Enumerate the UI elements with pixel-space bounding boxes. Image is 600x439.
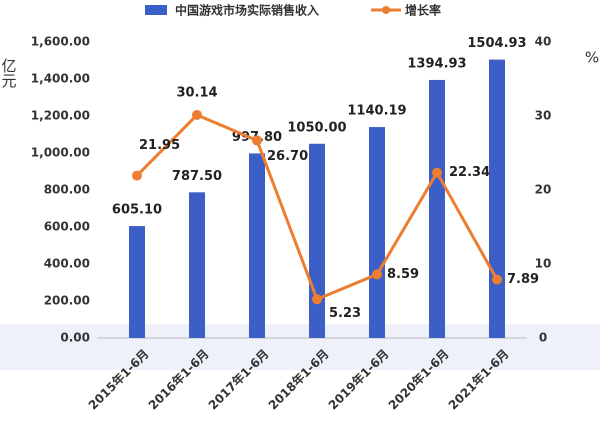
y-axis-label: 亿元	[0, 58, 18, 89]
line-point	[372, 269, 382, 280]
bar-value-label: 605.10	[112, 203, 162, 218]
y2-tick-label: 20	[535, 183, 552, 197]
bar	[129, 226, 145, 338]
legend-label: 增长率	[405, 3, 441, 18]
y-tick-label: 800.00	[44, 183, 90, 197]
bar	[369, 127, 385, 338]
legend-swatch	[382, 6, 390, 14]
y-tick-label: 1,000.00	[31, 146, 90, 160]
line-value-label: 30.14	[176, 85, 217, 100]
y2-tick-label: 0	[539, 331, 547, 345]
line-point	[312, 294, 322, 305]
y-tick-label: 400.00	[44, 257, 90, 271]
y2-tick-label: 10	[535, 257, 552, 271]
bar	[309, 143, 325, 338]
legend-label: 中国游戏市场实际销售收入	[175, 3, 319, 18]
bar	[249, 153, 265, 338]
y-tick-label: 1,600.00	[31, 35, 90, 49]
line-value-label: 26.70	[267, 149, 308, 164]
bar-value-label: 1504.93	[467, 36, 526, 51]
y2-tick-label: 40	[535, 35, 552, 49]
y-tick-label: 0.00	[60, 331, 90, 345]
y-tick-label: 200.00	[44, 294, 90, 308]
line-point	[132, 170, 142, 181]
background-band	[0, 324, 600, 370]
bar-value-label: 1140.19	[347, 104, 406, 119]
y-tick-label: 1,400.00	[31, 72, 90, 86]
line-value-label: 7.89	[507, 272, 539, 287]
y-tick-label: 600.00	[44, 220, 90, 234]
line-point	[252, 135, 262, 146]
line-point	[432, 167, 442, 178]
bar-value-label: 787.50	[172, 169, 222, 184]
y2-tick-label: 30	[535, 109, 552, 123]
line-point	[192, 109, 202, 120]
bar	[189, 192, 205, 338]
bar	[489, 59, 505, 338]
y2-axis-label: %	[585, 49, 599, 67]
line-value-label: 5.23	[329, 306, 361, 321]
bar-value-label: 1394.93	[407, 56, 466, 71]
line-point	[492, 274, 502, 285]
legend-swatch	[145, 5, 167, 15]
line-value-label: 8.59	[387, 267, 419, 282]
bar-value-label: 1050.00	[287, 120, 346, 135]
line-value-label: 22.34	[449, 165, 490, 180]
y-tick-label: 1,200.00	[31, 109, 90, 123]
bar	[429, 79, 445, 338]
line-value-label: 21.95	[139, 138, 180, 153]
